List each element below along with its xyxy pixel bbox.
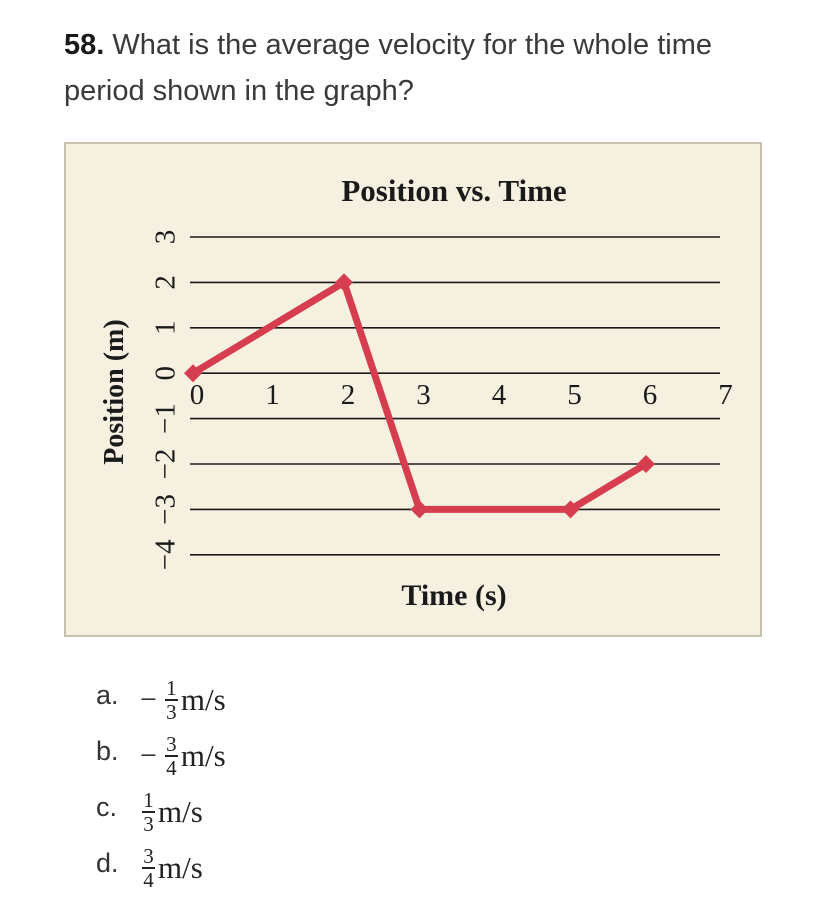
question-body: What is the average velocity for the who… [64, 29, 712, 107]
unit: m/s [180, 682, 226, 717]
denominator: 3 [166, 699, 177, 724]
data-point-marker [335, 273, 353, 292]
x-tick-label: 3 [416, 379, 431, 411]
option-value: − 3 4 m/s [140, 728, 226, 784]
unit: m/s [180, 738, 226, 773]
denominator: 3 [143, 811, 154, 836]
option-value: − 1 3 m/s [140, 672, 226, 728]
data-point-marker [410, 500, 429, 519]
data-point-marker [184, 364, 202, 383]
x-tick-label: 7 [718, 379, 733, 411]
y-tick-label: 3 [150, 230, 182, 245]
denominator: 4 [166, 755, 177, 780]
y-tick-label: 2 [150, 275, 182, 290]
question-text: 58. What is the average velocity for the… [64, 22, 784, 114]
fraction: 3 4 [142, 846, 155, 890]
question-number: 58. [64, 29, 105, 61]
x-tick-label: 0 [190, 379, 205, 411]
y-tick-label: −1 [150, 403, 182, 434]
x-axis-label: Time (s) [401, 579, 506, 612]
option-value: 1 3 m/s [142, 784, 203, 840]
fraction: 1 3 [142, 790, 155, 834]
numerator: 1 [143, 788, 154, 813]
fraction-bar [142, 867, 155, 869]
x-tick-label: 4 [492, 379, 507, 411]
x-tick-label: 2 [341, 379, 356, 411]
fraction-bar [164, 755, 178, 757]
unit: m/s [158, 794, 203, 829]
data-point-marker [561, 500, 580, 519]
chart-title: Position vs. Time [341, 173, 566, 208]
minus-sign: − [140, 683, 157, 716]
x-tick-label: 6 [643, 379, 658, 411]
option-letter: c. [96, 792, 118, 822]
option-letter: d. [96, 848, 119, 878]
data-point-marker [637, 455, 655, 473]
y-tick-label: −3 [150, 494, 182, 525]
fraction: 3 4 [164, 732, 178, 780]
y-tick-label: 1 [150, 321, 182, 336]
y-tick-label: −2 [150, 449, 182, 480]
numerator: 3 [143, 844, 154, 869]
unit: m/s [158, 850, 203, 885]
option-letter: a. [96, 680, 119, 710]
fraction-bar [164, 699, 178, 701]
y-tick-label: 0 [150, 366, 182, 381]
numerator: 3 [166, 732, 177, 757]
option-value: 3 4 m/s [142, 840, 203, 896]
y-tick-label: −4 [150, 539, 182, 570]
y-axis-label: Position (m) [99, 319, 130, 464]
fraction: 1 3 [164, 676, 178, 724]
x-tick-label: 5 [567, 379, 582, 411]
numerator: 1 [166, 676, 177, 701]
fraction-bar [142, 811, 155, 813]
option-letter: b. [96, 736, 119, 766]
x-tick-label: 1 [265, 379, 280, 411]
denominator: 4 [143, 867, 154, 892]
minus-sign: − [140, 739, 157, 772]
